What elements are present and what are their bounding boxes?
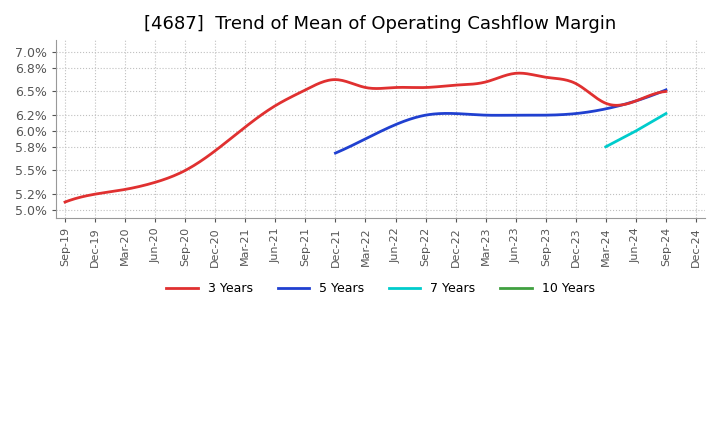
Legend: 3 Years, 5 Years, 7 Years, 10 Years: 3 Years, 5 Years, 7 Years, 10 Years	[161, 278, 600, 301]
Title: [4687]  Trend of Mean of Operating Cashflow Margin: [4687] Trend of Mean of Operating Cashfl…	[145, 15, 616, 33]
